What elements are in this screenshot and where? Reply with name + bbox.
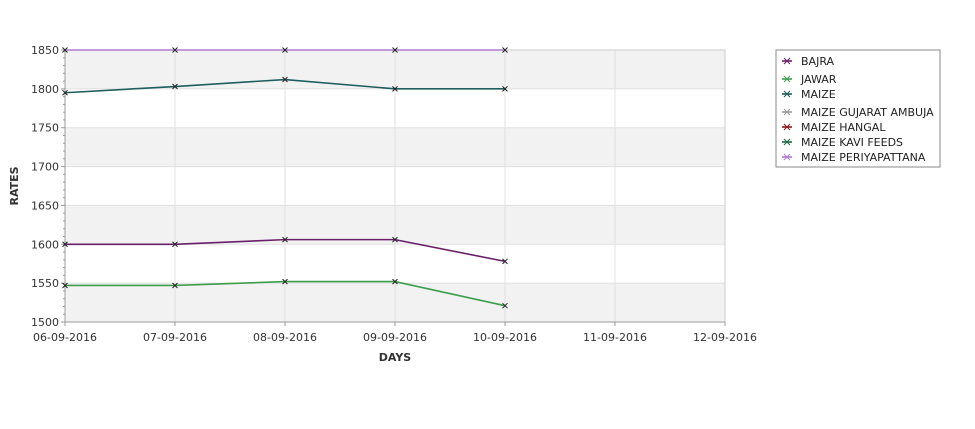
y-axis-title: RATES bbox=[8, 166, 21, 205]
legend-marker bbox=[783, 123, 791, 131]
legend-item[interactable]: MAIZE bbox=[782, 88, 836, 101]
y-tick-label: 1700 bbox=[31, 161, 59, 174]
series-group bbox=[62, 47, 508, 309]
y-tick-label: 1550 bbox=[31, 277, 59, 290]
data-point bbox=[502, 47, 508, 53]
x-axis-title: DAYS bbox=[379, 351, 412, 364]
x-tick-label: 08-09-2016 bbox=[253, 331, 317, 344]
data-point bbox=[62, 241, 68, 248]
series-bajra bbox=[62, 236, 508, 265]
y-tick-label: 1750 bbox=[31, 122, 59, 135]
y-tick-label: 1850 bbox=[31, 44, 59, 57]
data-point bbox=[282, 278, 288, 285]
data-point bbox=[392, 278, 398, 285]
data-point bbox=[62, 282, 68, 289]
y-tick-label: 1800 bbox=[31, 83, 59, 96]
legend-marker bbox=[783, 90, 791, 98]
legend-marker bbox=[783, 138, 791, 146]
y-tick-label: 1600 bbox=[31, 238, 59, 251]
legend-label: MAIZE KAVI FEEDS bbox=[801, 136, 903, 149]
data-point bbox=[282, 236, 288, 243]
legend-label: MAIZE bbox=[801, 88, 836, 101]
x-tick-label: 09-09-2016 bbox=[363, 331, 427, 344]
y-tick-label: 1500 bbox=[31, 316, 59, 329]
legend-label: MAIZE HANGAL bbox=[801, 121, 886, 134]
x-tick-label: 10-09-2016 bbox=[473, 331, 537, 344]
data-point bbox=[282, 76, 288, 83]
data-point bbox=[62, 47, 68, 53]
series-maize bbox=[62, 76, 508, 96]
legend-marker bbox=[783, 153, 791, 161]
x-tick-label: 06-09-2016 bbox=[33, 331, 97, 344]
x-tick-label: 11-09-2016 bbox=[583, 331, 647, 344]
y-tick-label: 1650 bbox=[31, 199, 59, 212]
series-maize-periyapattana bbox=[62, 47, 508, 53]
x-axis-ticks: 06-09-2016 07-09-2016 08-09-2016 09-09-2016… bbox=[33, 322, 757, 344]
x-tick-label: 07-09-2016 bbox=[143, 331, 207, 344]
data-point bbox=[392, 47, 398, 53]
data-point bbox=[172, 47, 178, 53]
data-point bbox=[172, 241, 178, 248]
legend-item[interactable]: BAJRA bbox=[782, 55, 835, 68]
series-jawar bbox=[62, 278, 508, 309]
data-point bbox=[62, 89, 68, 96]
x-tick-label: 12-09-2016 bbox=[693, 331, 757, 344]
data-point bbox=[502, 302, 508, 309]
legend-item[interactable]: MAIZE KAVI FEEDS bbox=[782, 136, 903, 149]
legend-marker bbox=[783, 75, 791, 83]
legend-item[interactable]: MAIZE PERIYAPATTANA bbox=[782, 151, 926, 164]
legend-label: MAIZE PERIYAPATTANA bbox=[801, 151, 926, 164]
legend-label: BAJRA bbox=[801, 55, 835, 68]
data-point bbox=[172, 282, 178, 289]
legend-item[interactable]: MAIZE GUJARAT AMBUJA bbox=[782, 106, 934, 119]
data-point bbox=[502, 86, 508, 92]
data-point bbox=[392, 236, 398, 243]
legend-item[interactable]: MAIZE HANGAL bbox=[782, 121, 886, 134]
legend-box bbox=[775, 49, 941, 168]
legend-label: MAIZE GUJARAT AMBUJA bbox=[801, 106, 934, 119]
legend-item[interactable]: JAWAR bbox=[782, 73, 837, 86]
legend-label: JAWAR bbox=[800, 73, 837, 86]
y-axis-ticks: 1500 1550 1600 1650 1700 1750 1800 1850 bbox=[31, 44, 65, 329]
data-point bbox=[282, 47, 288, 53]
legend-marker bbox=[783, 57, 791, 65]
data-point bbox=[172, 83, 178, 90]
legend-marker bbox=[783, 108, 791, 116]
legend[interactable]: BAJRA JAWAR MAIZE MAIZE GUJARAT AMBUJA MAIZE… bbox=[775, 49, 941, 168]
data-point bbox=[502, 258, 508, 265]
data-point bbox=[392, 86, 398, 92]
